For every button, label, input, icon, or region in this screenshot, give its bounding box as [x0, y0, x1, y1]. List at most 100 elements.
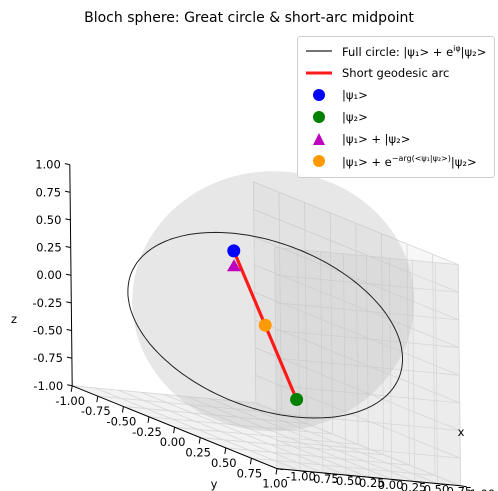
x-tick-label: -0.25 [355, 476, 385, 490]
y-tick [198, 437, 201, 444]
z-tick [65, 273, 72, 276]
x-tick [299, 470, 307, 473]
z-tick-label: 0.00 [36, 268, 62, 282]
back-gridline [411, 260, 416, 482]
back-gridline [388, 258, 393, 480]
back-gridline [434, 262, 439, 484]
z-tick-label: 0.75 [35, 185, 61, 199]
x-tick [368, 476, 375, 479]
back-gridline [275, 329, 460, 348]
legend-label-full-circle: Full circle: |ψ₁> + eiφ|ψ₂> [342, 43, 487, 59]
side-gridline [406, 243, 410, 466]
z-tick [65, 218, 71, 221]
legend-item-psi2: |ψ₂> [298, 107, 494, 127]
z-tick [66, 301, 72, 304]
legend-item-short-arc: Short geodesic arc [298, 63, 494, 83]
x-tick-label: 0.25 [401, 480, 427, 491]
z-tick [64, 163, 70, 166]
back-gridline [457, 264, 461, 486]
chart-title: Bloch sphere: Great circle & short-arc m… [84, 10, 414, 26]
z-tick-label: -1.00 [33, 379, 63, 393]
point-psi2 [290, 393, 304, 407]
y-tick-label: 1.00 [262, 477, 288, 491]
y-tick [224, 447, 227, 454]
x-tick [345, 474, 352, 477]
x-tick-label: 0.75 [447, 485, 473, 491]
y-tick-label: -0.75 [81, 404, 111, 418]
floor-gridline [200, 437, 384, 456]
back-gridline [275, 302, 459, 321]
legend-label-psi2: |ψ₂> [342, 110, 368, 124]
x-tick-label: 0.50 [424, 483, 450, 491]
side-gridline [381, 233, 385, 455]
series-full-circle [127, 231, 403, 419]
x-tick [437, 483, 444, 486]
x-tick [391, 478, 398, 481]
side-gridline [432, 254, 436, 476]
back-gridline [274, 247, 459, 265]
floor-gridline [251, 457, 436, 476]
z-axis-label: z [11, 312, 17, 326]
z-tick [66, 356, 72, 359]
z-tick-label: 0.50 [36, 213, 62, 227]
floor-gridline [186, 396, 392, 480]
y-tick-label: 0.75 [237, 466, 263, 480]
x-tick-label: 1.00 [470, 487, 496, 491]
x-tick [460, 485, 467, 488]
y-tick [70, 385, 73, 392]
z-tick [67, 384, 73, 387]
z-tick [65, 246, 71, 249]
x-axis-label: x [458, 425, 465, 439]
y-tick-label: -0.25 [132, 425, 162, 439]
sphere-surface [132, 171, 415, 432]
y-tick [147, 416, 150, 423]
y-tick-label: -0.50 [107, 415, 137, 429]
legend-label-psi1: |ψ₁> [342, 88, 368, 102]
x-tick-label: -0.50 [332, 474, 362, 488]
x-tick [276, 468, 284, 471]
z-tick-label: -0.75 [33, 351, 63, 365]
legend: Full circle: |ψ₁> + eiφ|ψ₂> Short geodes… [297, 36, 495, 178]
z-tick-label: -0.25 [33, 296, 63, 310]
legend-item-sum: |ψ₁> + |ψ₂> [298, 129, 494, 149]
y-tick [121, 406, 124, 413]
z-tick-label: 0.25 [36, 241, 62, 255]
z-tick-label: -0.50 [33, 324, 63, 338]
floor-gridline [255, 402, 461, 487]
legend-item-full-circle: Full circle: |ψ₁> + eiφ|ψ₂> [298, 41, 494, 61]
legend-label-midpoint: |ψ₁> + e−arg(<ψ₁|ψ₂>)|ψ₂> [342, 153, 477, 169]
y-tick-label: -1.00 [55, 394, 85, 408]
legend-item-midpoint: |ψ₁> + e−arg(<ψ₁|ψ₂>)|ψ₂> [298, 151, 494, 171]
y-tick-label: 0.25 [185, 446, 211, 460]
side-gridline [253, 181, 459, 265]
z-tick [65, 190, 71, 193]
floor-gridline [209, 398, 415, 482]
point-psi1 [227, 244, 241, 258]
floor-gridline [174, 426, 359, 445]
y-tick [96, 396, 99, 403]
x-tick [414, 481, 421, 483]
back-gridline [275, 357, 460, 376]
floor-gridline [225, 447, 410, 466]
point-sum [227, 259, 241, 272]
side-gridline [253, 209, 459, 293]
side-gridline [253, 236, 459, 321]
y-tick [173, 427, 176, 434]
legend-label-sum: |ψ₁> + |ψ₂> [342, 132, 411, 146]
back-gridline [274, 274, 459, 293]
x-tick-label: -1.00 [286, 470, 316, 484]
y-tick [275, 468, 278, 475]
side-gridline [254, 292, 460, 376]
point-midpoint [258, 318, 272, 332]
y-axis-label: y [211, 477, 218, 491]
legend-label-short-arc: Short geodesic arc [342, 66, 450, 80]
y-tick [249, 458, 252, 465]
floor-gridline [232, 400, 438, 485]
x-tick-label: -0.75 [309, 472, 339, 486]
y-tick-label: 0.00 [160, 435, 186, 449]
z-tick-label: 1.00 [35, 158, 61, 172]
x-tick-label: 0.00 [378, 478, 404, 491]
z-tick [66, 329, 72, 331]
side-gridline [254, 264, 460, 348]
